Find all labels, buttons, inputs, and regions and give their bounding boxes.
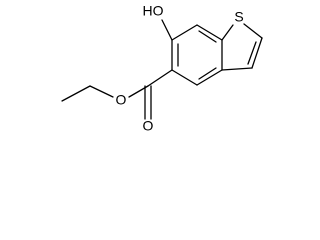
bond (89, 85, 114, 98)
bond (251, 37, 263, 69)
bond (221, 67, 253, 71)
bond (243, 23, 263, 39)
bond (171, 69, 198, 86)
page: {"atoms": [{"label": "HO"}, {"label": "S… (61, 2, 263, 134)
bonds (61, 19, 263, 120)
bond (61, 85, 91, 102)
bond (147, 69, 173, 87)
double-bond-inner (198, 30, 217, 43)
bond (221, 24, 234, 41)
bond (196, 69, 223, 86)
atom-label: S (234, 9, 243, 25)
bond (196, 24, 223, 41)
bond (128, 85, 149, 98)
bond (171, 24, 198, 41)
atom-label: O (116, 92, 127, 108)
structure-diagram: HO S O O (61, 3, 263, 134)
bond (161, 19, 173, 41)
atom-label: HO (143, 3, 164, 19)
double-bond-inner (247, 41, 257, 65)
double-bond-inner (198, 67, 217, 80)
atom-label: O (143, 118, 154, 134)
